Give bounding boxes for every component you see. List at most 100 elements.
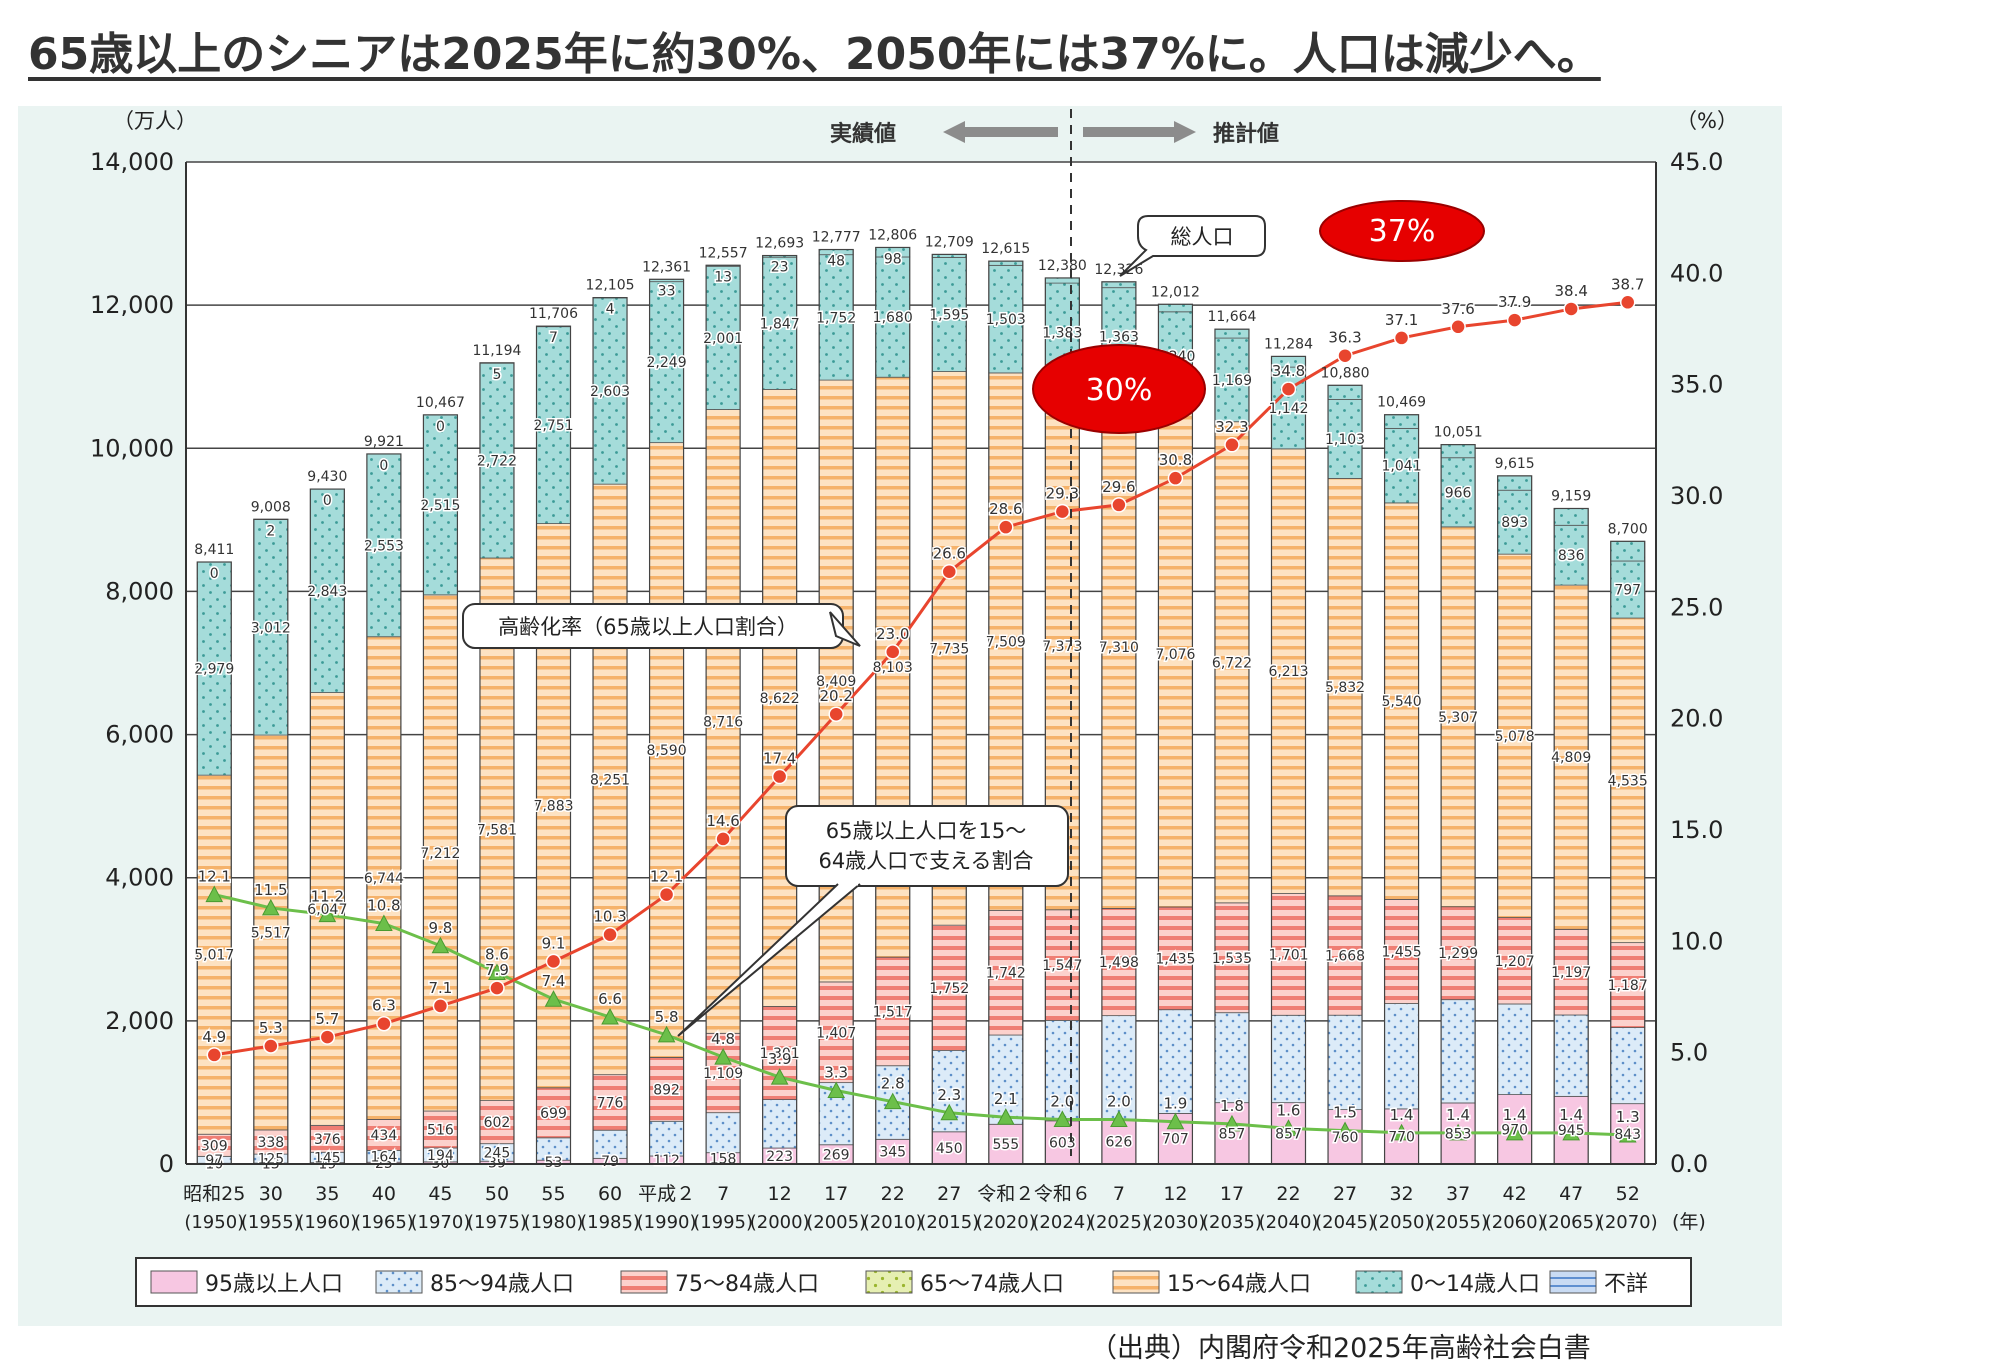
aging-rate-value: 9.1 (542, 934, 566, 952)
segment-value-label: 8,716 (703, 714, 743, 730)
aging-rate-point (319, 1029, 336, 1045)
segment-value-label: 603 (1049, 1135, 1076, 1151)
x-tick-era: 令和２ (977, 1183, 1034, 1205)
segment-value-label: 776 (597, 1095, 624, 1111)
aging-rate-value: 7.9 (485, 961, 509, 979)
segment-value-label: 8,590 (647, 743, 687, 759)
bar-segment (1497, 489, 1533, 555)
segment-value-label: 2,515 (420, 498, 460, 514)
x-tick-year: (2020) (976, 1212, 1036, 1233)
legend-swatch (1112, 1270, 1160, 1294)
y-left-unit: （万人） (113, 109, 197, 133)
bar-segment (875, 1138, 911, 1165)
legend-label: 15〜64歳人口 (1167, 1272, 1311, 1297)
arrow-left-icon (943, 121, 1058, 143)
support-ratio-point (1618, 1125, 1637, 1143)
segment-value-label: 516 (427, 1123, 454, 1139)
bar-segment (366, 636, 402, 1120)
segment-value-label: 434 (371, 1128, 398, 1144)
bar-segment (1384, 1003, 1419, 1110)
bar-segment (705, 409, 741, 1034)
aging-rate-point (1506, 312, 1523, 328)
actual-label: 実績値 (830, 121, 896, 147)
source-note: （出典）内閣府令和2025年高齢社会白書 (1090, 1333, 1591, 1364)
bar-segment (649, 1120, 684, 1157)
total-label: 11,706 (529, 306, 578, 322)
segment-value-label: 5,078 (1495, 729, 1535, 745)
x-tick-era: 45 (428, 1183, 452, 1205)
segment-value-label: 450 (936, 1141, 963, 1157)
x-tick-year: (2030) (1145, 1212, 1205, 1233)
total-label: 9,921 (364, 434, 404, 450)
support-ratio-value: 1.4 (1559, 1106, 1583, 1124)
aging-rate-value: 6.3 (372, 997, 396, 1015)
total-label: 8,411 (194, 542, 234, 558)
support-ratio-value: 5.8 (655, 1008, 679, 1026)
aging-rate-point (1619, 294, 1636, 311)
segment-value-label: 7,373 (1042, 639, 1082, 655)
y-right-tick-label: 5.0 (1670, 1039, 1708, 1067)
bar-segment (1553, 508, 1589, 526)
x-tick-era: 17 (1220, 1183, 1244, 1205)
support-ratio-point (1223, 1114, 1241, 1132)
segment-value-label: 376 (314, 1132, 341, 1148)
stacked-bars (196, 246, 1646, 1165)
x-tick-era: 32 (1389, 1183, 1413, 1205)
aging-rate-point (998, 519, 1014, 535)
bar-segment (1610, 560, 1646, 619)
bar-segment (536, 1087, 571, 1139)
segment-value-label: 1,535 (1212, 951, 1252, 967)
legend-swatch (1355, 1270, 1403, 1294)
x-tick-year: (1950) (184, 1212, 244, 1233)
bar-segment (1158, 1009, 1193, 1114)
segment-value-label: 857 (1275, 1126, 1302, 1142)
support-ratio-value: 11.5 (254, 881, 287, 899)
y-left-tick-label: 4,000 (105, 864, 174, 892)
x-tick-year: (2015) (919, 1212, 979, 1233)
aging-rate-value: 37.6 (1441, 300, 1474, 318)
segment-value-label: 7,735 (929, 641, 969, 657)
support-ratio-value: 4.8 (711, 1030, 735, 1048)
bar-segment (1214, 421, 1250, 904)
bar-segment (1440, 444, 1476, 459)
segment-value-label: 8,103 (873, 660, 913, 676)
support-ratio-point (601, 1007, 619, 1025)
aging-rate-point (376, 1015, 392, 1032)
support-ratio-value: 2.3 (937, 1086, 961, 1104)
aging-rate-value: 29.6 (1102, 478, 1135, 496)
bar-segment (818, 981, 854, 1084)
segment-value-label: 1,041 (1382, 459, 1422, 475)
support-ratio-value: 2.1 (994, 1090, 1018, 1108)
bar-segment (762, 388, 798, 1007)
y-right-tick-label: 35.0 (1670, 371, 1723, 399)
segment-value-label: 1,383 (1042, 326, 1082, 342)
segment-value-label: 707 (1162, 1132, 1189, 1148)
legend-label: 0〜14歳人口 (1410, 1272, 1540, 1297)
top-segment-label: 33 (658, 283, 676, 299)
segment-value-label: 5,307 (1438, 710, 1478, 726)
support-ratio-value: 9.8 (428, 919, 452, 937)
bar-segment (1214, 328, 1250, 339)
bar-segment (592, 297, 628, 485)
data-labels: 10973095,0172,97908,411131253385,5173,01… (193, 227, 1650, 1174)
support-ratio-value: 1.4 (1390, 1106, 1414, 1124)
segment-value-label: 2,249 (647, 355, 687, 371)
aging-rate-value: 10.3 (593, 908, 626, 926)
support-ratio-value: 2.8 (881, 1075, 905, 1093)
bar-segment (1610, 1027, 1646, 1105)
segment-value-label: 892 (653, 1082, 680, 1098)
badge-37-label: 37% (1369, 214, 1436, 249)
x-tick-era: 40 (372, 1183, 396, 1205)
aging-rate-point (1563, 301, 1579, 317)
aging-rate-value: 36.3 (1328, 329, 1361, 347)
x-tick-year: (2045) (1315, 1212, 1375, 1233)
total-label: 11,194 (472, 343, 521, 359)
x-tick-year: (2060) (1485, 1212, 1545, 1233)
bar-segment (1610, 540, 1646, 562)
segment-value-label: 1,595 (929, 307, 969, 323)
segment-value-label: 79 (601, 1154, 619, 1170)
bar-segment (1101, 281, 1137, 289)
aging-rate-point (263, 1038, 279, 1054)
aging-rate-line (214, 300, 1628, 1057)
bar-segment (1497, 553, 1533, 918)
